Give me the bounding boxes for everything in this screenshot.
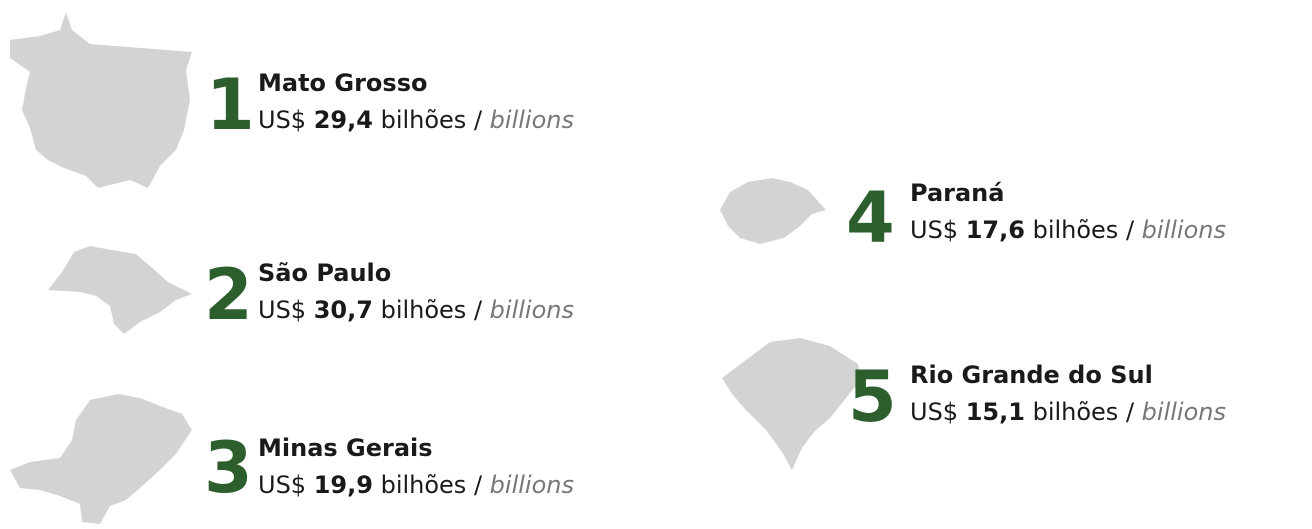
unit-en: billions: [489, 296, 574, 324]
value: 30,7: [313, 296, 373, 324]
state-name: Rio Grande do Sul: [910, 361, 1153, 389]
state-value: US$ 29,4 bilhões / billions: [258, 102, 574, 139]
state-name: Paraná: [910, 179, 1005, 207]
currency: US$: [258, 296, 307, 324]
state-name: São Paulo: [258, 259, 392, 287]
unit-en: billions: [1141, 398, 1226, 426]
state-label: Mato Grosso US$ 29,4 bilhões / billions: [258, 65, 574, 139]
rank: 4: [846, 177, 895, 259]
unit: bilhões /: [380, 106, 483, 134]
currency: US$: [910, 398, 959, 426]
currency: US$: [258, 106, 307, 134]
unit: bilhões /: [380, 471, 483, 499]
state-label: São Paulo US$ 30,7 bilhões / billions: [258, 255, 574, 329]
unit: bilhões /: [380, 296, 483, 324]
unit-en: billions: [489, 106, 574, 134]
unit-en: billions: [489, 471, 574, 499]
state-label: Rio Grande do Sul US$ 15,1 bilhões / bil…: [910, 357, 1226, 431]
unit: bilhões /: [1032, 216, 1135, 244]
rank: 5: [848, 356, 897, 438]
map-rio-grande-do-sul: [722, 338, 862, 470]
rank: 1: [206, 64, 255, 146]
value: 15,1: [965, 398, 1025, 426]
state-name: Minas Gerais: [258, 434, 433, 462]
value: 29,4: [313, 106, 373, 134]
unit-en: billions: [1141, 216, 1226, 244]
map-sao-paulo: [48, 246, 192, 334]
state-value: US$ 19,9 bilhões / billions: [258, 467, 574, 504]
value: 19,9: [313, 471, 373, 499]
currency: US$: [910, 216, 959, 244]
unit: bilhões /: [1032, 398, 1135, 426]
state-label: Paraná US$ 17,6 bilhões / billions: [910, 175, 1226, 249]
map-minas-gerais: [10, 394, 192, 524]
state-value: US$ 17,6 bilhões / billions: [910, 212, 1226, 249]
rank: 3: [204, 427, 253, 509]
currency: US$: [258, 471, 307, 499]
map-parana: [720, 178, 826, 244]
value: 17,6: [965, 216, 1025, 244]
state-value: US$ 30,7 bilhões / billions: [258, 292, 574, 329]
state-value: US$ 15,1 bilhões / billions: [910, 394, 1226, 431]
state-label: Minas Gerais US$ 19,9 bilhões / billions: [258, 430, 574, 504]
rank: 2: [204, 254, 253, 336]
state-name: Mato Grosso: [258, 69, 428, 97]
map-mato-grosso: [10, 12, 192, 188]
